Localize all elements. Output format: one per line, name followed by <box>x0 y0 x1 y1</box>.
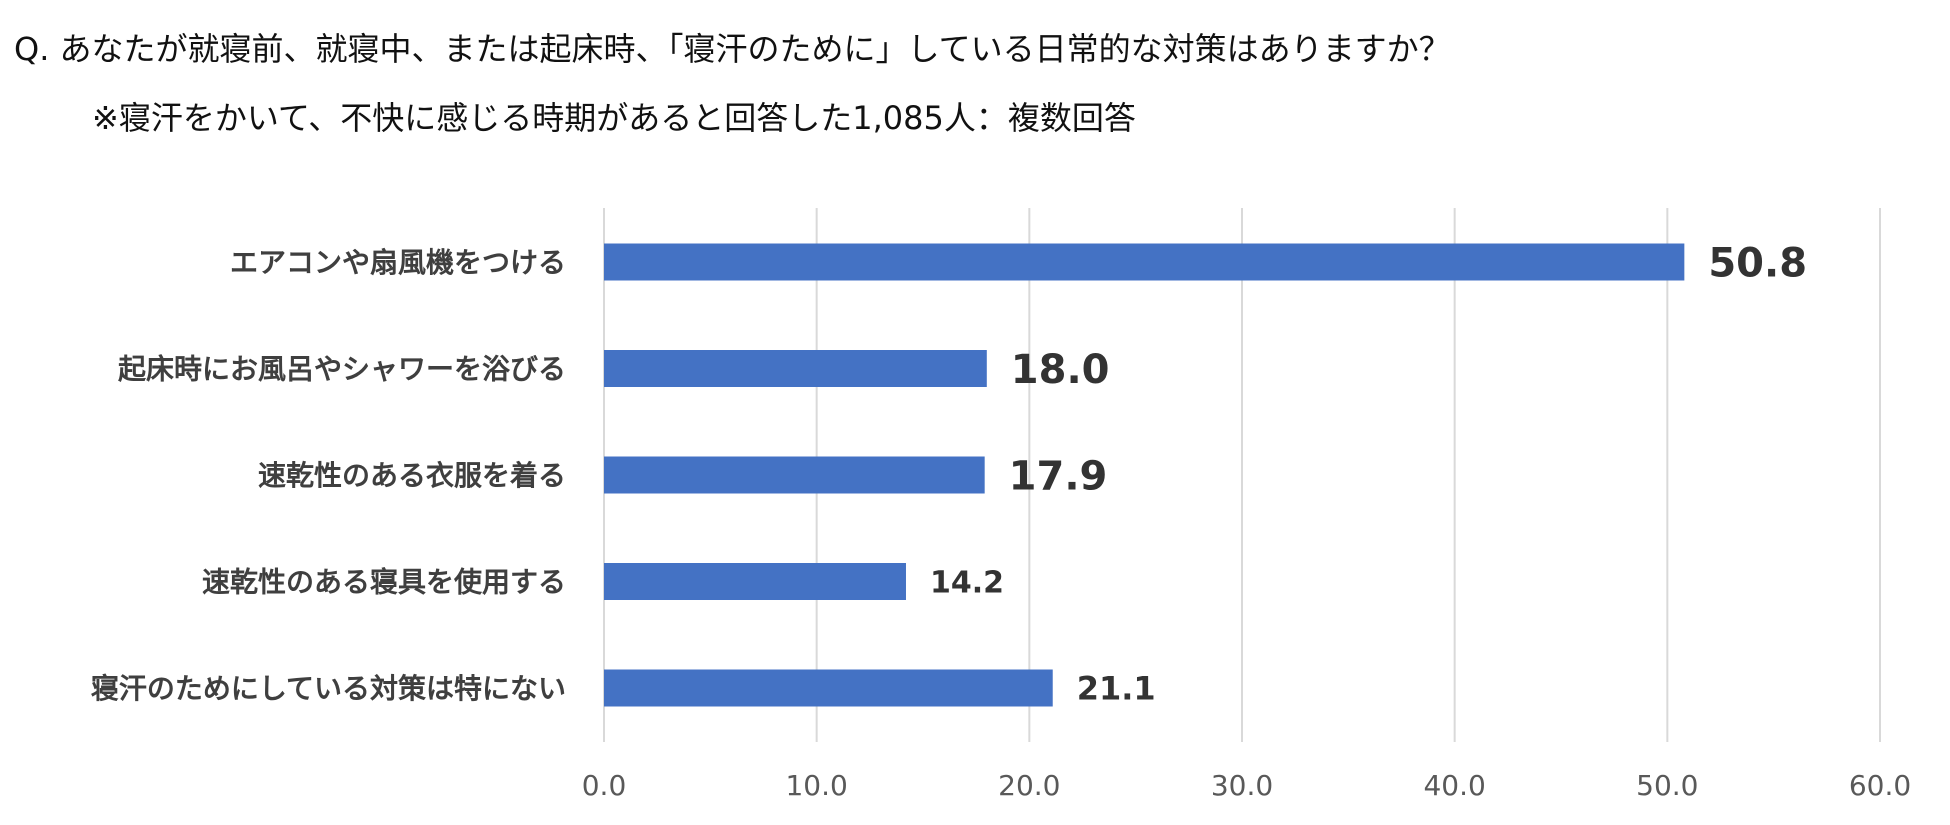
category-label: エアコンや扇風機をつける <box>230 246 566 279</box>
category-label: 速乾性のある寝具を使用する <box>202 566 566 599</box>
x-axis-tick-labels: 0.0 10.0 20.0 30.0 40.0 50.0 60.0 <box>582 769 1911 802</box>
x-tick-label: 50.0 <box>1636 769 1698 802</box>
bar-4 <box>604 563 906 600</box>
survey-note: ※寝汗をかいて、不快に感じる時期があると回答した1,085人：複数回答 <box>92 99 1136 137</box>
category-label: 起床時にお風呂やシャワーを浴びる <box>118 353 566 386</box>
bar-1 <box>604 243 1685 281</box>
bar-2 <box>604 350 987 387</box>
gridlines <box>603 208 1881 742</box>
x-tick-label: 40.0 <box>1423 769 1485 802</box>
category-labels: エアコンや扇風機をつける起床時にお風呂やシャワーを浴びる速乾性のある衣服を着る速… <box>91 246 566 705</box>
value-labels: 50.8 18.0 17.9 14.2 21.1 <box>930 240 1807 707</box>
category-label: 速乾性のある衣服を着る <box>258 459 566 492</box>
bar-5 <box>604 669 1053 707</box>
x-tick-label: 60.0 <box>1849 769 1911 802</box>
bars <box>604 243 1685 707</box>
value-label: 18.0 <box>1011 347 1110 393</box>
x-tick-label: 0.0 <box>582 769 627 802</box>
category-label: 寝汗のためにしている対策は特にない <box>91 672 566 705</box>
value-label: 21.1 <box>1077 670 1156 708</box>
question-text: Q. あなたが就寝前、就寝中、または起床時、「寝汗のために」している日常的な対策… <box>14 30 1451 68</box>
x-tick-label: 30.0 <box>1211 769 1273 802</box>
x-tick-label: 10.0 <box>785 769 847 802</box>
value-label: 17.9 <box>1009 453 1108 499</box>
value-label: 14.2 <box>930 565 1004 600</box>
value-label: 50.8 <box>1708 240 1807 286</box>
x-tick-label: 20.0 <box>998 769 1060 802</box>
bar-3 <box>604 456 985 494</box>
